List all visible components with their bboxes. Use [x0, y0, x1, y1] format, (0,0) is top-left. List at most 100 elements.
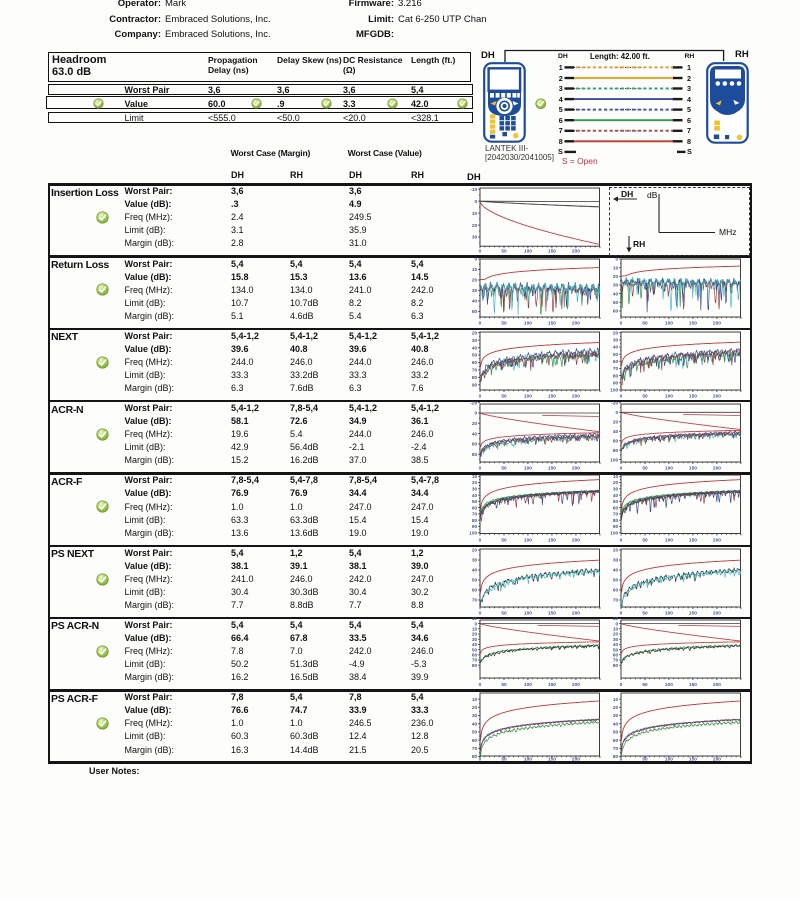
svg-text:100: 100 [524, 682, 532, 688]
svg-text:50: 50 [643, 321, 649, 327]
svg-text:0: 0 [479, 756, 482, 762]
svg-text:70: 70 [613, 597, 619, 603]
svg-text:60: 60 [472, 360, 478, 366]
svg-text:30: 30 [613, 337, 619, 343]
svg-text:0: 0 [616, 257, 619, 263]
svg-text:0: 0 [620, 756, 623, 762]
svg-text:10: 10 [472, 211, 478, 217]
svg-text:20: 20 [472, 705, 478, 711]
svg-text:100: 100 [610, 457, 618, 463]
svg-text:200: 200 [713, 321, 721, 327]
svg-text:100: 100 [665, 610, 673, 616]
svg-text:60: 60 [472, 653, 478, 659]
svg-text:60: 60 [613, 438, 619, 444]
svg-text:80: 80 [613, 663, 619, 669]
svg-text:70: 70 [613, 512, 619, 518]
svg-text:50: 50 [613, 499, 619, 505]
svg-text:50: 50 [472, 309, 478, 315]
svg-text:100: 100 [524, 321, 532, 327]
svg-text:100: 100 [524, 465, 532, 471]
svg-text:0: 0 [620, 465, 623, 471]
svg-text:150: 150 [548, 756, 556, 762]
svg-text:100: 100 [524, 248, 532, 254]
svg-text:0: 0 [616, 622, 619, 628]
svg-text:50: 50 [643, 682, 649, 688]
svg-text:100: 100 [665, 756, 673, 762]
svg-text:-10: -10 [470, 187, 477, 193]
svg-text:50: 50 [613, 648, 619, 654]
svg-text:0: 0 [479, 682, 482, 688]
svg-text:150: 150 [689, 538, 697, 544]
svg-text:50: 50 [472, 648, 478, 654]
svg-text:50: 50 [643, 393, 649, 399]
svg-text:40: 40 [613, 642, 619, 648]
svg-text:150: 150 [689, 756, 697, 762]
svg-text:0: 0 [479, 393, 482, 399]
svg-text:20: 20 [472, 421, 478, 427]
svg-text:0: 0 [620, 393, 623, 399]
svg-text:40: 40 [472, 493, 478, 499]
svg-text:0: 0 [620, 682, 623, 688]
svg-text:90: 90 [613, 524, 619, 530]
svg-text:150: 150 [548, 248, 556, 254]
svg-text:0: 0 [479, 538, 482, 544]
svg-text:0: 0 [620, 610, 623, 616]
svg-text:80: 80 [472, 518, 478, 524]
svg-text:150: 150 [548, 538, 556, 544]
svg-text:100: 100 [469, 531, 477, 537]
svg-text:30: 30 [613, 487, 619, 493]
svg-text:50: 50 [472, 352, 478, 358]
svg-text:150: 150 [548, 610, 556, 616]
svg-text:40: 40 [472, 567, 478, 573]
svg-text:70: 70 [472, 367, 478, 373]
svg-text:80: 80 [472, 452, 478, 458]
svg-text:50: 50 [472, 577, 478, 583]
svg-text:10: 10 [613, 474, 619, 480]
svg-text:80: 80 [613, 448, 619, 454]
svg-text:20: 20 [472, 278, 478, 284]
svg-text:80: 80 [472, 375, 478, 381]
svg-text:150: 150 [689, 321, 697, 327]
svg-text:40: 40 [472, 299, 478, 305]
svg-text:20: 20 [613, 330, 619, 336]
svg-text:150: 150 [689, 465, 697, 471]
svg-text:200: 200 [713, 393, 721, 399]
svg-text:100: 100 [665, 682, 673, 688]
svg-text:30: 30 [472, 713, 478, 719]
svg-text:-10: -10 [470, 616, 477, 622]
svg-text:100: 100 [524, 393, 532, 399]
svg-text:60: 60 [472, 737, 478, 743]
svg-text:0: 0 [474, 411, 477, 417]
svg-text:80: 80 [613, 373, 619, 379]
svg-text:150: 150 [689, 682, 697, 688]
svg-text:80: 80 [472, 663, 478, 669]
svg-text:100: 100 [665, 321, 673, 327]
svg-text:30: 30 [472, 557, 478, 563]
svg-text:150: 150 [689, 393, 697, 399]
svg-text:100: 100 [610, 387, 618, 393]
svg-text:60: 60 [613, 309, 619, 315]
svg-text:0: 0 [474, 199, 477, 205]
svg-text:20: 20 [472, 480, 478, 486]
svg-text:50: 50 [501, 682, 507, 688]
svg-text:10: 10 [613, 627, 619, 633]
svg-text:10: 10 [613, 696, 619, 702]
svg-text:10: 10 [613, 266, 619, 272]
svg-text:20: 20 [472, 547, 478, 553]
svg-text:30: 30 [613, 557, 619, 563]
svg-text:0: 0 [474, 622, 477, 628]
svg-text:70: 70 [613, 746, 619, 752]
svg-text:30: 30 [472, 337, 478, 343]
svg-text:20: 20 [472, 632, 478, 638]
svg-text:30: 30 [472, 487, 478, 493]
svg-text:50: 50 [613, 577, 619, 583]
svg-text:50: 50 [501, 538, 507, 544]
svg-text:20: 20 [613, 480, 619, 486]
svg-text:50: 50 [613, 351, 619, 357]
svg-text:90: 90 [613, 380, 619, 386]
svg-text:200: 200 [572, 682, 580, 688]
svg-text:40: 40 [472, 721, 478, 727]
svg-text:40: 40 [472, 642, 478, 648]
svg-text:70: 70 [613, 366, 619, 372]
svg-text:50: 50 [643, 538, 649, 544]
